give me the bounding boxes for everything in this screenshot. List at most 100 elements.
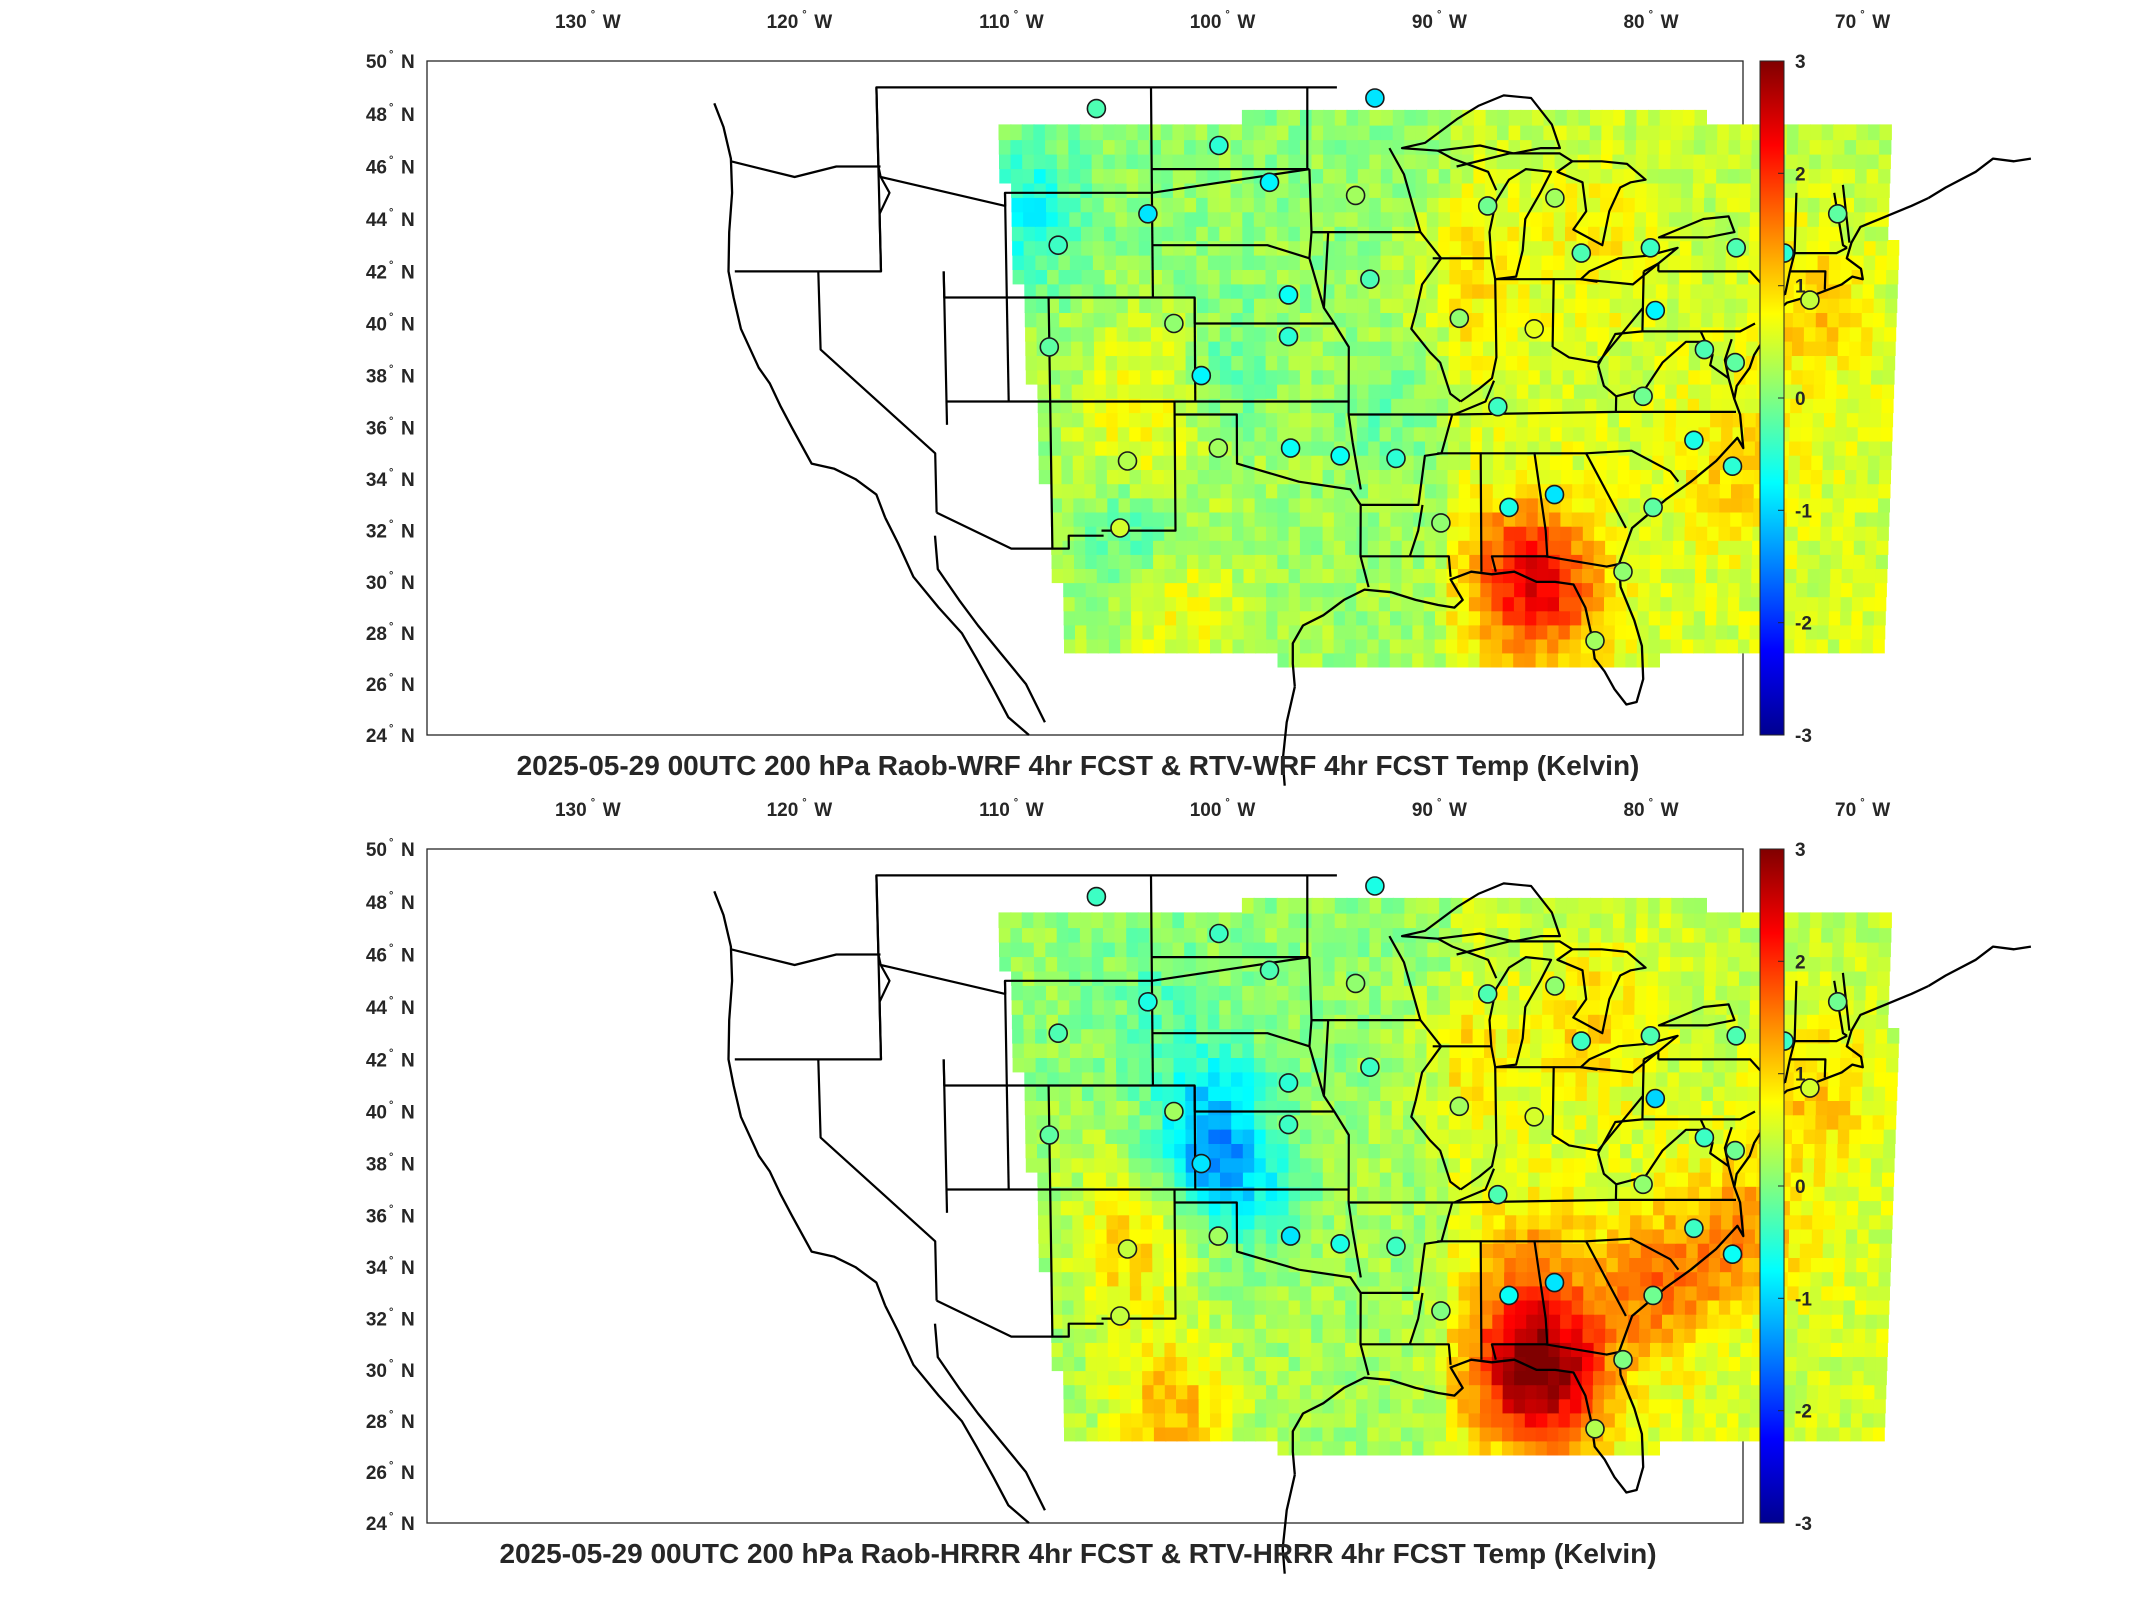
field-cell bbox=[1706, 1355, 1719, 1372]
field-cell bbox=[1105, 1128, 1119, 1144]
field-cell bbox=[1164, 610, 1178, 626]
field-cell bbox=[1242, 311, 1256, 328]
field-cell bbox=[1882, 369, 1895, 385]
field-cell bbox=[1048, 1142, 1062, 1159]
field-cell bbox=[1595, 426, 1609, 442]
field-cell bbox=[1460, 297, 1474, 313]
field-cell bbox=[1345, 567, 1358, 584]
field-cell bbox=[1152, 440, 1165, 456]
field-cell bbox=[1729, 1327, 1742, 1343]
field-cell bbox=[1138, 240, 1152, 256]
field-cell bbox=[1846, 426, 1859, 442]
field-cell bbox=[1333, 652, 1346, 668]
field-cell bbox=[1311, 638, 1324, 654]
field-cell bbox=[1578, 109, 1591, 126]
field-cell bbox=[1547, 638, 1560, 654]
field-cell bbox=[1253, 196, 1267, 213]
field-cell bbox=[1631, 1142, 1644, 1159]
field-cell bbox=[1436, 1256, 1449, 1273]
field-cell bbox=[1097, 624, 1111, 640]
field-cell bbox=[1718, 511, 1731, 527]
field-cell bbox=[1659, 624, 1672, 640]
field-cell bbox=[1068, 167, 1082, 184]
field-cell bbox=[1401, 1299, 1415, 1315]
field-cell bbox=[1265, 268, 1279, 285]
field-cell bbox=[1572, 468, 1585, 485]
field-cell bbox=[1403, 283, 1416, 299]
field-cell bbox=[1723, 1114, 1736, 1130]
field-cell bbox=[1093, 283, 1107, 299]
field-cell bbox=[1855, 153, 1868, 170]
field-cell bbox=[1530, 211, 1544, 227]
field-cell bbox=[1323, 109, 1336, 126]
field-cell bbox=[1093, 1085, 1107, 1101]
field-cell bbox=[1886, 268, 1899, 285]
field-cell bbox=[1610, 268, 1623, 285]
field-cell bbox=[1334, 182, 1348, 198]
field-cell bbox=[1242, 297, 1256, 313]
field-cell bbox=[1368, 1271, 1381, 1287]
field-cell bbox=[1185, 1085, 1198, 1101]
field-cell bbox=[1447, 1313, 1460, 1329]
field-cell bbox=[1826, 1128, 1839, 1144]
field-cell bbox=[1494, 1171, 1507, 1187]
field-cell bbox=[1153, 1327, 1166, 1343]
field-cell bbox=[1885, 1085, 1898, 1101]
field-cell bbox=[1082, 354, 1096, 371]
field-cell bbox=[1670, 167, 1683, 184]
field-cell bbox=[1669, 182, 1683, 198]
field-cell bbox=[1174, 411, 1188, 428]
field-cell bbox=[1530, 225, 1543, 242]
field-cell bbox=[1619, 1185, 1632, 1202]
field-cell bbox=[1651, 468, 1665, 485]
field-cell bbox=[1423, 1369, 1437, 1386]
field-cell bbox=[1584, 1214, 1597, 1230]
field-cell bbox=[1660, 610, 1673, 626]
field-cell bbox=[1265, 240, 1279, 256]
field-cell bbox=[1045, 138, 1059, 155]
field-cell bbox=[1707, 511, 1720, 527]
field-cell bbox=[1699, 1171, 1712, 1187]
field-cell bbox=[1610, 240, 1624, 256]
field-cell bbox=[1379, 1185, 1393, 1202]
field-cell bbox=[1012, 240, 1026, 256]
field-cell bbox=[1676, 1157, 1690, 1173]
field-cell bbox=[1638, 553, 1651, 569]
field-cell bbox=[1657, 196, 1671, 213]
field-cell bbox=[1033, 138, 1047, 155]
field-cell bbox=[1142, 624, 1156, 640]
field-cell bbox=[1738, 638, 1750, 654]
field-cell bbox=[1862, 1412, 1874, 1428]
field-cell bbox=[1380, 311, 1393, 328]
field-cell bbox=[1516, 383, 1530, 399]
field-cell bbox=[1427, 124, 1441, 141]
field-cell bbox=[1152, 454, 1165, 470]
field-cell bbox=[1368, 297, 1382, 313]
field-cell bbox=[1537, 525, 1550, 541]
field-cell bbox=[1495, 1085, 1508, 1101]
field-cell bbox=[1035, 254, 1049, 270]
field-cell bbox=[1334, 426, 1347, 442]
field-cell bbox=[1368, 1185, 1381, 1202]
field-cell bbox=[1108, 610, 1122, 626]
field-cell bbox=[1827, 311, 1840, 328]
field-cell bbox=[1322, 411, 1336, 428]
field-cell bbox=[1520, 109, 1533, 126]
field-cell bbox=[1142, 581, 1155, 598]
field-cell bbox=[1617, 1271, 1630, 1287]
field-cell bbox=[1810, 497, 1823, 513]
raob-station-marker bbox=[1726, 238, 1746, 258]
field-cell bbox=[1585, 1185, 1598, 1202]
field-cell bbox=[1561, 1242, 1574, 1258]
field-cell bbox=[1116, 340, 1130, 356]
field-cell bbox=[1600, 182, 1613, 198]
field-cell bbox=[1516, 1199, 1529, 1216]
field-cell bbox=[1640, 483, 1653, 499]
field-cell bbox=[1504, 1214, 1518, 1230]
field-cell bbox=[1849, 340, 1862, 356]
field-cell bbox=[1266, 596, 1279, 612]
field-cell bbox=[1640, 468, 1653, 485]
field-cell bbox=[1491, 1384, 1504, 1400]
field-cell bbox=[1412, 553, 1426, 569]
